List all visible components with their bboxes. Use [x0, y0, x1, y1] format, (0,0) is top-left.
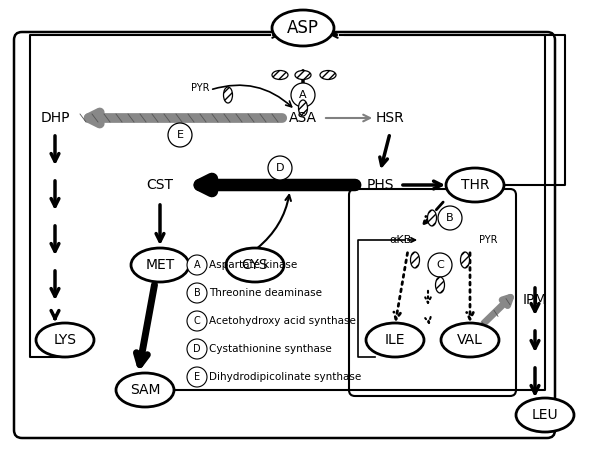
Text: LEU: LEU — [531, 408, 558, 422]
Text: DHP: DHP — [40, 111, 70, 125]
Text: CST: CST — [147, 178, 173, 192]
Ellipse shape — [427, 210, 436, 226]
Text: MET: MET — [145, 258, 175, 272]
Text: Dihydrodipicolinate synthase: Dihydrodipicolinate synthase — [209, 372, 361, 382]
Circle shape — [187, 367, 207, 387]
Ellipse shape — [295, 70, 311, 79]
Text: D: D — [276, 163, 284, 173]
Circle shape — [168, 123, 192, 147]
Text: ILE: ILE — [385, 333, 405, 347]
Circle shape — [268, 156, 292, 180]
Text: D: D — [193, 344, 201, 354]
Ellipse shape — [36, 323, 94, 357]
Ellipse shape — [320, 70, 336, 79]
Circle shape — [187, 339, 207, 359]
Circle shape — [428, 253, 452, 277]
Circle shape — [187, 255, 207, 275]
Text: B: B — [446, 213, 454, 223]
Text: E: E — [176, 130, 184, 140]
Text: Acetohydroxy acid synthase: Acetohydroxy acid synthase — [209, 316, 356, 326]
Text: CYS: CYS — [242, 258, 268, 272]
Text: ASP: ASP — [287, 19, 319, 37]
Text: PYR: PYR — [191, 83, 209, 93]
Ellipse shape — [116, 373, 174, 407]
Ellipse shape — [441, 323, 499, 357]
Ellipse shape — [410, 252, 419, 268]
Text: HSR: HSR — [376, 111, 404, 125]
Circle shape — [438, 206, 462, 230]
Text: A: A — [194, 260, 201, 270]
Text: VAL: VAL — [457, 333, 483, 347]
Ellipse shape — [446, 168, 504, 202]
Text: Aspartate kinase: Aspartate kinase — [209, 260, 298, 270]
Circle shape — [187, 283, 207, 303]
Ellipse shape — [226, 248, 284, 282]
Text: C: C — [436, 260, 444, 270]
Text: B: B — [194, 288, 201, 298]
Circle shape — [187, 311, 207, 331]
Ellipse shape — [461, 252, 470, 268]
Text: Cystathionine synthase: Cystathionine synthase — [209, 344, 331, 354]
Text: LYS: LYS — [53, 333, 76, 347]
Text: Threonine deaminase: Threonine deaminase — [209, 288, 322, 298]
Circle shape — [291, 83, 315, 107]
Text: IPM: IPM — [523, 293, 547, 307]
Ellipse shape — [224, 87, 233, 103]
Ellipse shape — [131, 248, 189, 282]
Text: C: C — [194, 316, 201, 326]
Text: αKB: αKB — [389, 235, 411, 245]
Text: ASA: ASA — [289, 111, 317, 125]
Text: PYR: PYR — [479, 235, 498, 245]
Text: A: A — [299, 90, 307, 100]
Ellipse shape — [436, 277, 444, 293]
Ellipse shape — [299, 100, 307, 116]
Ellipse shape — [272, 70, 288, 79]
Text: E: E — [194, 372, 200, 382]
Text: SAM: SAM — [130, 383, 160, 397]
Text: PHS: PHS — [366, 178, 394, 192]
Ellipse shape — [516, 398, 574, 432]
Ellipse shape — [366, 323, 424, 357]
Ellipse shape — [272, 10, 334, 46]
Text: THR: THR — [461, 178, 489, 192]
